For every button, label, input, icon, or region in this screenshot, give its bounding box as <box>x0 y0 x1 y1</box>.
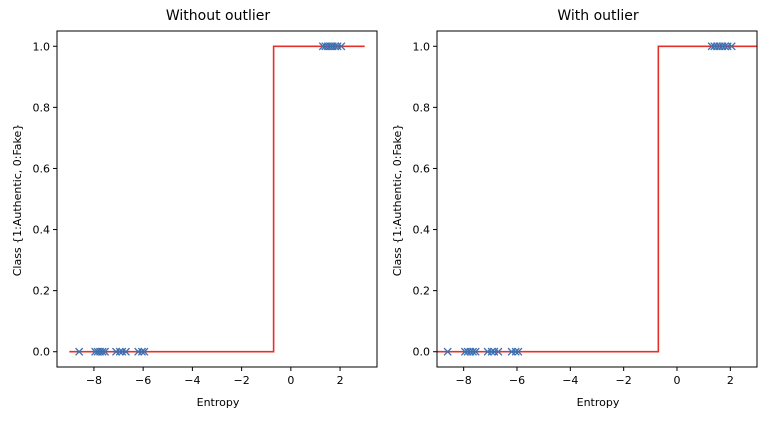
axes-frame <box>56 30 378 368</box>
subplot-with-outlier: With outlier Entropy Class {1:Authentic,… <box>391 8 758 409</box>
data-point-marker <box>720 42 730 51</box>
marker-stroke <box>514 347 523 356</box>
step-line <box>437 45 757 353</box>
marker-stroke <box>333 42 342 51</box>
marker-stroke <box>75 347 84 356</box>
y-axis-label: Class {1:Authentic, 0:Fake} <box>11 124 24 277</box>
marker-stroke <box>112 347 121 356</box>
subplot-title: With outlier <box>557 8 639 24</box>
marker-stroke <box>727 42 736 51</box>
marker-stroke <box>511 347 520 356</box>
x-tick-label: −6 <box>509 374 525 387</box>
data-point-marker <box>98 347 107 356</box>
marker-stroke <box>118 347 127 356</box>
data-point-marker <box>337 42 346 51</box>
x-tick-label: −6 <box>135 374 151 387</box>
data-point-marker <box>121 347 130 356</box>
data-point-marker <box>115 347 124 356</box>
x-tick-label: −2 <box>616 374 632 387</box>
x-tick-label: −4 <box>562 374 578 387</box>
data-point-marker <box>137 347 146 356</box>
x-tick-label: 0 <box>674 374 681 387</box>
y-tick-label: 0.8 <box>33 101 51 114</box>
data-point-marker <box>471 347 480 356</box>
marker-stroke <box>121 347 130 356</box>
marker-stroke <box>337 42 346 51</box>
marker-stroke <box>140 347 149 356</box>
y-tick-label: 0.6 <box>413 162 431 175</box>
y-axis-label: Class {1:Authentic, 0:Fake} <box>391 124 404 277</box>
y-tick-label: 0.6 <box>33 162 51 175</box>
x-tick-label: 2 <box>337 374 344 387</box>
y-tick-label: 1.0 <box>33 40 51 53</box>
data-point-marker <box>727 42 736 51</box>
marker-stroke <box>100 347 110 356</box>
data-point-marker <box>134 347 143 356</box>
x-tick-label: −2 <box>234 374 250 387</box>
data-point-marker <box>487 347 496 356</box>
y-tick-label: 0.2 <box>33 285 51 298</box>
x-axis-label: Entropy <box>577 396 620 409</box>
y-tick-label: 0.2 <box>413 285 431 298</box>
x-tick-label: −8 <box>456 374 472 387</box>
marker-stroke <box>720 42 730 51</box>
x-tick-label: 0 <box>287 374 294 387</box>
y-tick-label: 0.0 <box>33 346 51 359</box>
data-point-marker <box>494 347 503 356</box>
marker-stroke <box>487 347 496 356</box>
data-point-marker <box>468 347 478 356</box>
axes-frame <box>436 30 758 368</box>
x-tick-label: 2 <box>727 374 734 387</box>
y-tick-label: 1.0 <box>413 40 431 53</box>
data-point-marker <box>333 42 342 51</box>
marker-stroke <box>98 347 107 356</box>
data-point-marker <box>140 347 149 356</box>
data-point-marker <box>331 42 340 51</box>
x-tick-label: −8 <box>86 374 102 387</box>
marker-stroke <box>331 42 340 51</box>
plot-area <box>437 42 757 356</box>
y-tick-label: 0.4 <box>33 224 51 237</box>
data-point-marker <box>443 347 452 356</box>
marker-stroke <box>115 347 124 356</box>
data-point-marker <box>75 347 84 356</box>
marker-stroke <box>137 347 146 356</box>
marker-stroke <box>134 347 143 356</box>
data-point-marker <box>100 347 110 356</box>
data-point-marker <box>514 347 523 356</box>
marker-stroke <box>471 347 480 356</box>
marker-stroke <box>443 347 452 356</box>
x-axis-label: Entropy <box>197 396 240 409</box>
data-point-marker <box>118 347 127 356</box>
y-tick-label: 0.4 <box>413 224 431 237</box>
plot-area <box>69 42 365 356</box>
data-point-marker <box>112 347 121 356</box>
data-point-marker <box>511 347 520 356</box>
x-tick-label: −4 <box>184 374 200 387</box>
subplot-title: Without outlier <box>166 8 270 24</box>
subplot-without-outlier: Without outlier Entropy Class {1:Authent… <box>11 8 378 409</box>
y-tick-label: 0.0 <box>413 346 431 359</box>
marker-stroke <box>494 347 503 356</box>
step-line <box>69 45 365 353</box>
y-tick-label: 0.8 <box>413 101 431 114</box>
marker-stroke <box>468 347 478 356</box>
